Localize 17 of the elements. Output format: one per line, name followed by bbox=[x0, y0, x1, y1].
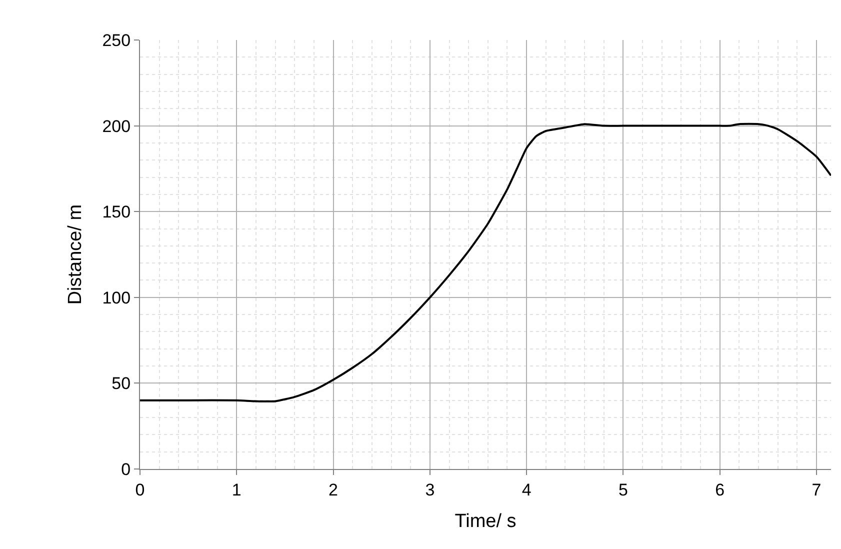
y-tick-label: 150 bbox=[102, 202, 131, 222]
y-tick-label: 100 bbox=[102, 288, 131, 308]
y-tick-label: 200 bbox=[102, 116, 131, 136]
y-tick-label: 250 bbox=[102, 30, 131, 50]
x-tick-label: 6 bbox=[715, 480, 725, 500]
y-tick-label: 50 bbox=[112, 374, 131, 394]
x-tick-label: 0 bbox=[135, 480, 145, 500]
x-tick-label: 3 bbox=[425, 480, 435, 500]
x-tick-label: 5 bbox=[618, 480, 628, 500]
line-series bbox=[140, 122, 831, 402]
x-tick-label: 7 bbox=[812, 480, 822, 500]
x-axis-title: Time/ s bbox=[454, 511, 516, 532]
y-axis-title: Distance/ m bbox=[65, 204, 86, 305]
x-tick-label: 4 bbox=[522, 480, 532, 500]
x-tick-label: 1 bbox=[232, 480, 242, 500]
y-tick-label: 0 bbox=[121, 460, 131, 479]
x-tick-label: 2 bbox=[328, 480, 338, 500]
